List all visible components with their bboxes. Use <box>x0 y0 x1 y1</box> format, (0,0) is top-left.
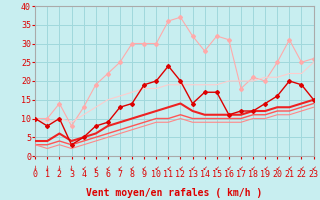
Text: ↓: ↓ <box>45 162 50 171</box>
Text: ↙: ↙ <box>299 162 304 171</box>
Text: ↙: ↙ <box>251 162 255 171</box>
Text: ↙: ↙ <box>275 162 280 171</box>
Text: ↙: ↙ <box>178 162 183 171</box>
Text: ↙: ↙ <box>202 162 207 171</box>
Text: ↙: ↙ <box>287 162 292 171</box>
Text: ↙: ↙ <box>227 162 231 171</box>
Text: ↙: ↙ <box>214 162 219 171</box>
Text: ↙: ↙ <box>130 162 134 171</box>
Text: ↙: ↙ <box>142 162 147 171</box>
Text: ↙: ↙ <box>239 162 243 171</box>
Text: ↙: ↙ <box>166 162 171 171</box>
Text: ↙: ↙ <box>154 162 158 171</box>
Text: ↙: ↙ <box>118 162 122 171</box>
Text: Vent moyen/en rafales ( km/h ): Vent moyen/en rafales ( km/h ) <box>86 188 262 198</box>
Text: ↙: ↙ <box>93 162 98 171</box>
Text: ↓: ↓ <box>69 162 74 171</box>
Text: ↓: ↓ <box>57 162 62 171</box>
Text: ↙: ↙ <box>311 162 316 171</box>
Text: ↙: ↙ <box>106 162 110 171</box>
Text: ↓: ↓ <box>33 162 37 171</box>
Text: ↙: ↙ <box>81 162 86 171</box>
Text: ↙: ↙ <box>263 162 268 171</box>
Text: ↙: ↙ <box>190 162 195 171</box>
